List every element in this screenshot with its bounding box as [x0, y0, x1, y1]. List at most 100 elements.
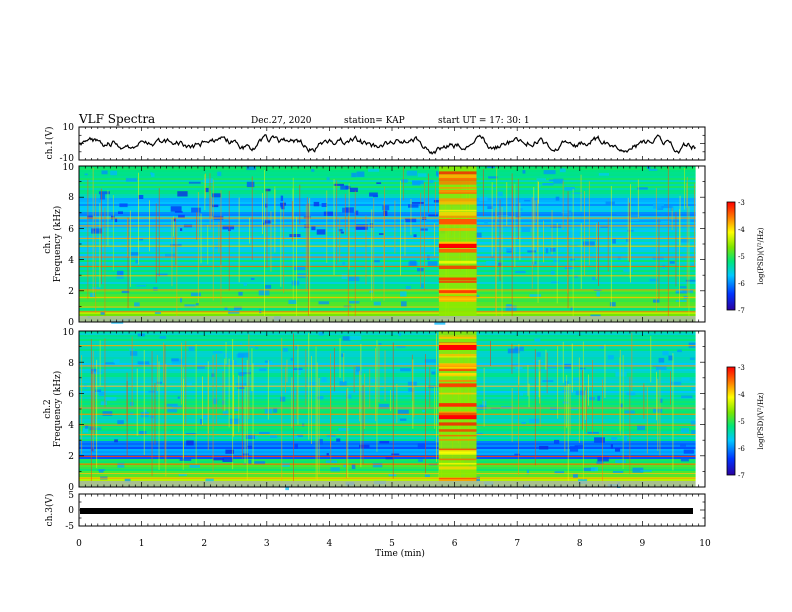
- ch1-spec-texture: [138, 195, 144, 199]
- ch2-spec-texture: [578, 367, 586, 370]
- ch1-spec-texture: [351, 172, 357, 178]
- ch1-spec-event-band: [438, 190, 477, 194]
- ch1-spec-texture: [151, 173, 155, 177]
- time-tick-label: 7: [514, 539, 520, 549]
- ch2-spec-impulse-line: [228, 358, 230, 428]
- ch2-spec-impulse-line: [330, 353, 331, 448]
- ch2-spec-texture: [397, 409, 409, 415]
- ch2-spec-event-band: [438, 363, 477, 368]
- ch1-spec-impulse-line: [383, 200, 385, 302]
- ch2-spec-event-band: [438, 477, 477, 482]
- ch2-spec-texture: [137, 361, 150, 364]
- ch2-spec-impulse-line: [293, 333, 294, 483]
- ch2-spec-tone-line: [79, 477, 705, 479]
- ch1-spec-band: [79, 176, 705, 179]
- ch2-ytick-4: 4: [68, 421, 74, 431]
- ch2-spec-impulse-line: [286, 359, 288, 383]
- ch2-spec-texture: [351, 464, 356, 470]
- ch2-spec-texture: [94, 427, 102, 430]
- ch1-spec-texture: [153, 287, 158, 291]
- ch2-spec-band: [79, 399, 705, 402]
- ch1-spec-band: [79, 186, 705, 189]
- ch2-spec-texture: [385, 456, 394, 460]
- ch2-spec-event-band: [438, 379, 477, 382]
- ch1-spec-texture: [333, 183, 344, 186]
- ch1-spec-impulse-line: [251, 176, 253, 261]
- ch2-spec-texture: [599, 345, 605, 349]
- ch1-spec-texture: [265, 284, 272, 289]
- ch1-spec-band: [79, 272, 705, 275]
- ch2-spec-texture: [520, 391, 523, 396]
- ch1-spec-texture: [406, 170, 418, 176]
- ch3-waveform-ylabel: ch.3(V): [44, 494, 55, 527]
- ch2-spec-band: [79, 439, 705, 442]
- ch1-spec-tone-line: [79, 297, 705, 299]
- ch1-spec-texture: [217, 171, 222, 176]
- ch2-spec-event-band: [438, 356, 477, 358]
- ch2-spec-event-band: [438, 462, 477, 465]
- ch1-spec-texture: [280, 202, 286, 206]
- ch1-spec-texture: [101, 170, 108, 175]
- ch1-spec-texture: [243, 283, 247, 286]
- ch2-spec-texture: [526, 469, 530, 475]
- ch1-spec-texture: [596, 291, 600, 297]
- ch2-spec-tone-line: [79, 365, 705, 367]
- ch1-spec-impulse-line: [196, 212, 198, 240]
- ch1-spec-impulse-line: [101, 188, 102, 285]
- ch2-ytick-6: 6: [68, 390, 74, 400]
- ch2-spec-texture: [84, 424, 89, 429]
- ch1-spec-band: [79, 178, 705, 181]
- ch2-spec-event-band: [438, 434, 477, 437]
- ch2-spec-texture: [680, 443, 686, 447]
- ch2-spec-impulse-line: [545, 349, 547, 370]
- ch1-spec-texture: [413, 234, 417, 238]
- ch2-spec-texture: [307, 381, 317, 386]
- ch1-spec-texture: [323, 211, 333, 216]
- ch1-spec-impulse-line: [567, 218, 569, 294]
- ch1-spec-impulse-line: [499, 199, 501, 281]
- ch2-colorbar: [726, 366, 736, 476]
- ch2-spec-texture: [379, 440, 390, 444]
- ch2-spec-texture: [339, 381, 347, 386]
- ch2-spec-texture: [583, 467, 595, 472]
- ch1-spec-texture: [139, 238, 144, 241]
- ch2-spec-band: [79, 373, 705, 376]
- ch1-spec-impulse-line: [309, 198, 311, 315]
- ch2-spec-texture: [589, 396, 595, 401]
- ch2-spec-band: [79, 375, 705, 378]
- ch1-spec-event-band: [438, 290, 477, 294]
- ch3-ytick-top: 5: [68, 491, 74, 501]
- ch2-spec-texture: [105, 397, 117, 401]
- ch2-spec-tone-line: [79, 473, 705, 475]
- ch1-spec-texture: [506, 248, 513, 253]
- ch1-spec-band: [79, 224, 705, 227]
- ch1-spec-band: [79, 204, 705, 207]
- ch1-spec-band: [79, 244, 705, 247]
- ch1-spec-texture: [549, 179, 555, 182]
- ch2-spec-texture: [662, 350, 669, 356]
- ch3-waveform-ticks: [78, 493, 706, 527]
- ch2-spec-texture: [326, 453, 329, 456]
- ch1-spec-impulse-line: [305, 204, 307, 292]
- ch2-spec-impulse-line: [604, 344, 606, 398]
- ch2-ytick-8: 8: [68, 359, 74, 369]
- ch1-spec-impulse-line: [410, 199, 412, 235]
- ch2-spec-impulse-line: [163, 342, 165, 383]
- ch2-spec-impulse-line: [592, 360, 593, 434]
- ch1-spec-impulse-line: [212, 179, 214, 301]
- ch1-spec-texture: [675, 300, 687, 302]
- ch1-spec-texture: [408, 204, 419, 208]
- ch1-spec-texture: [630, 214, 640, 219]
- ch2-spec-texture: [341, 353, 344, 358]
- ch1-spec-impulse-line: [684, 168, 685, 210]
- ch1-spec-event-band: [438, 181, 477, 185]
- ch1-spec-texture: [555, 196, 560, 201]
- ch1-cb-tick-m4: -4: [738, 226, 745, 234]
- ch1-spec-texture: [675, 291, 688, 294]
- ch2-spec-impulse-line: [511, 388, 513, 442]
- ch1-spec-texture: [125, 178, 138, 182]
- ch2-spec-texture: [297, 370, 301, 375]
- ch2-spec-event-band: [438, 422, 477, 426]
- ch2-spec-texture: [200, 419, 203, 425]
- ch1-spec-impulse-line: [402, 167, 404, 201]
